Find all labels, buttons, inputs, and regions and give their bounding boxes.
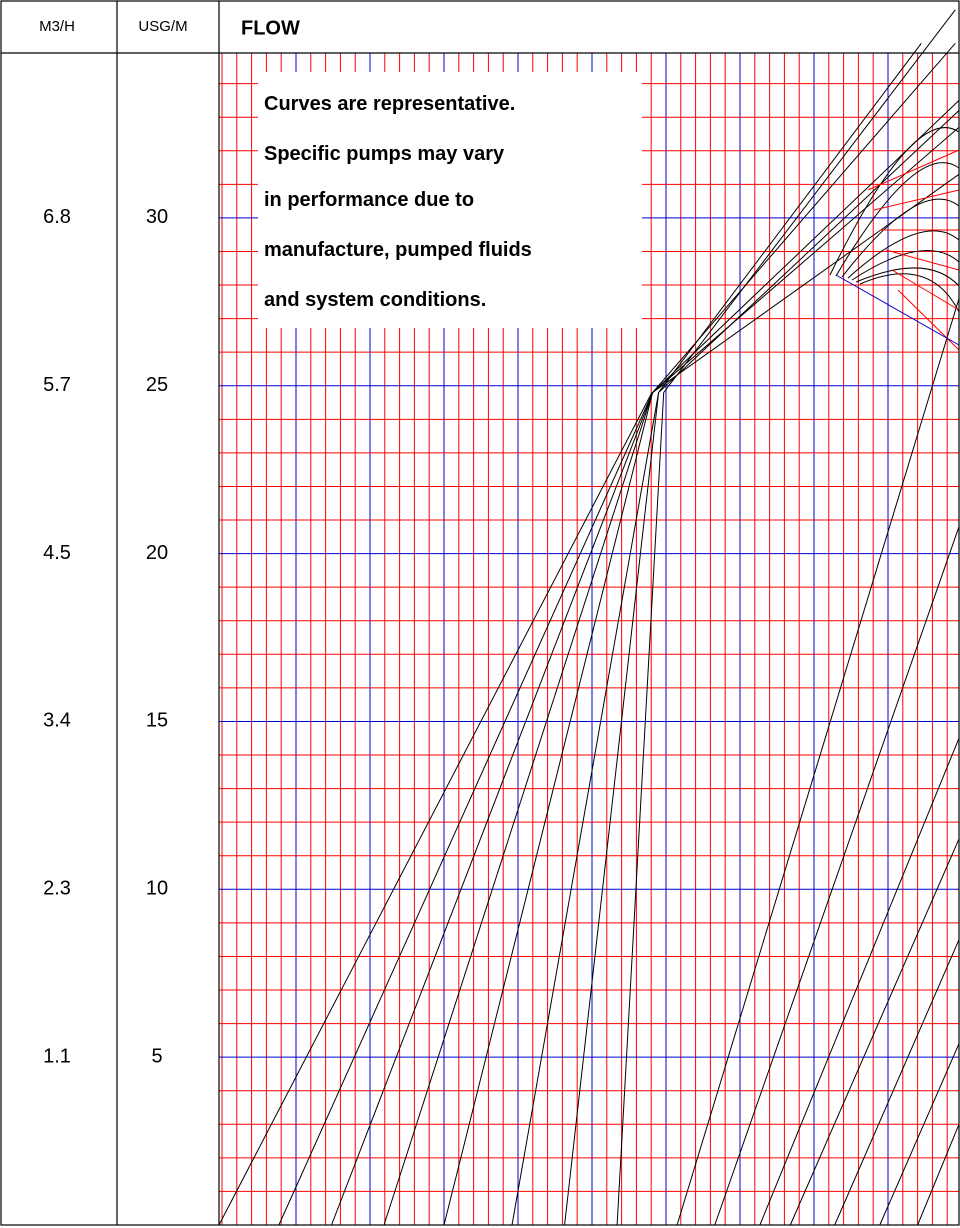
curve-line-12 [789, 838, 960, 1226]
m3h-tick-label: 1.1 [43, 1045, 71, 1067]
usgm-tick-label: 20 [146, 542, 168, 564]
fan-curve-6 [855, 267, 960, 287]
curve-line-11 [759, 738, 960, 1226]
usgm-tick-label: 30 [146, 206, 168, 228]
curve-line-5 [443, 173, 960, 1226]
diagonal-major-gridline [835, 274, 960, 346]
fan-curve-4 [847, 230, 960, 279]
curve-line-13 [834, 939, 960, 1226]
usgm-column-header: USG/M [138, 18, 187, 35]
diagonal-gridline [873, 189, 960, 211]
curve-line-8 [616, 9, 956, 1226]
note-line: Curves are representative. [264, 93, 515, 115]
curve-line-10 [714, 526, 960, 1226]
chart-title: FLOW [241, 17, 300, 39]
curve-line-1 [218, 392, 653, 1226]
m3h-tick-label: 6.8 [43, 206, 71, 228]
curve-line-7 [564, 110, 960, 1226]
diagonal-gridline [891, 269, 960, 311]
usgm-tick-label: 15 [146, 710, 168, 732]
performance-curves [218, 9, 960, 1226]
fan-curve-5 [851, 250, 960, 281]
m3h-tick-label: 3.4 [43, 710, 71, 732]
fan-curve-7 [859, 273, 960, 313]
disclaimer-note: Curves are representative. Specific pump… [264, 93, 532, 311]
diagonal-gridline [885, 249, 960, 271]
m3h-column-header: M3/H [39, 18, 75, 35]
note-line: manufacture, pumped fluids [264, 239, 532, 261]
usgm-tick-label: 25 [146, 374, 168, 396]
fan-curve-1 [829, 127, 960, 276]
curve-line-9 [676, 298, 960, 1226]
fan-curve-2 [835, 162, 960, 277]
usgm-tick-label: 10 [146, 878, 168, 900]
m3h-tick-label: 4.5 [43, 542, 71, 564]
note-box [258, 72, 642, 328]
diagonal-gridline [867, 149, 960, 191]
note-line: and system conditions. [264, 289, 486, 311]
m3h-tick-label: 2.3 [43, 878, 71, 900]
note-line: in performance due to [264, 189, 474, 211]
axis-ticks: 6.8 30 5.7 25 4.5 20 3.4 15 2.3 10 1.1 5 [43, 206, 168, 1067]
curve-line-14 [879, 1043, 960, 1226]
note-line: Specific pumps may vary [264, 143, 505, 165]
usgm-tick-label: 5 [151, 1045, 162, 1067]
fan-curve-3 [841, 198, 960, 278]
curve-line-15 [917, 1124, 960, 1226]
m3h-tick-label: 5.7 [43, 374, 71, 396]
diagonal-gridline [897, 289, 960, 351]
